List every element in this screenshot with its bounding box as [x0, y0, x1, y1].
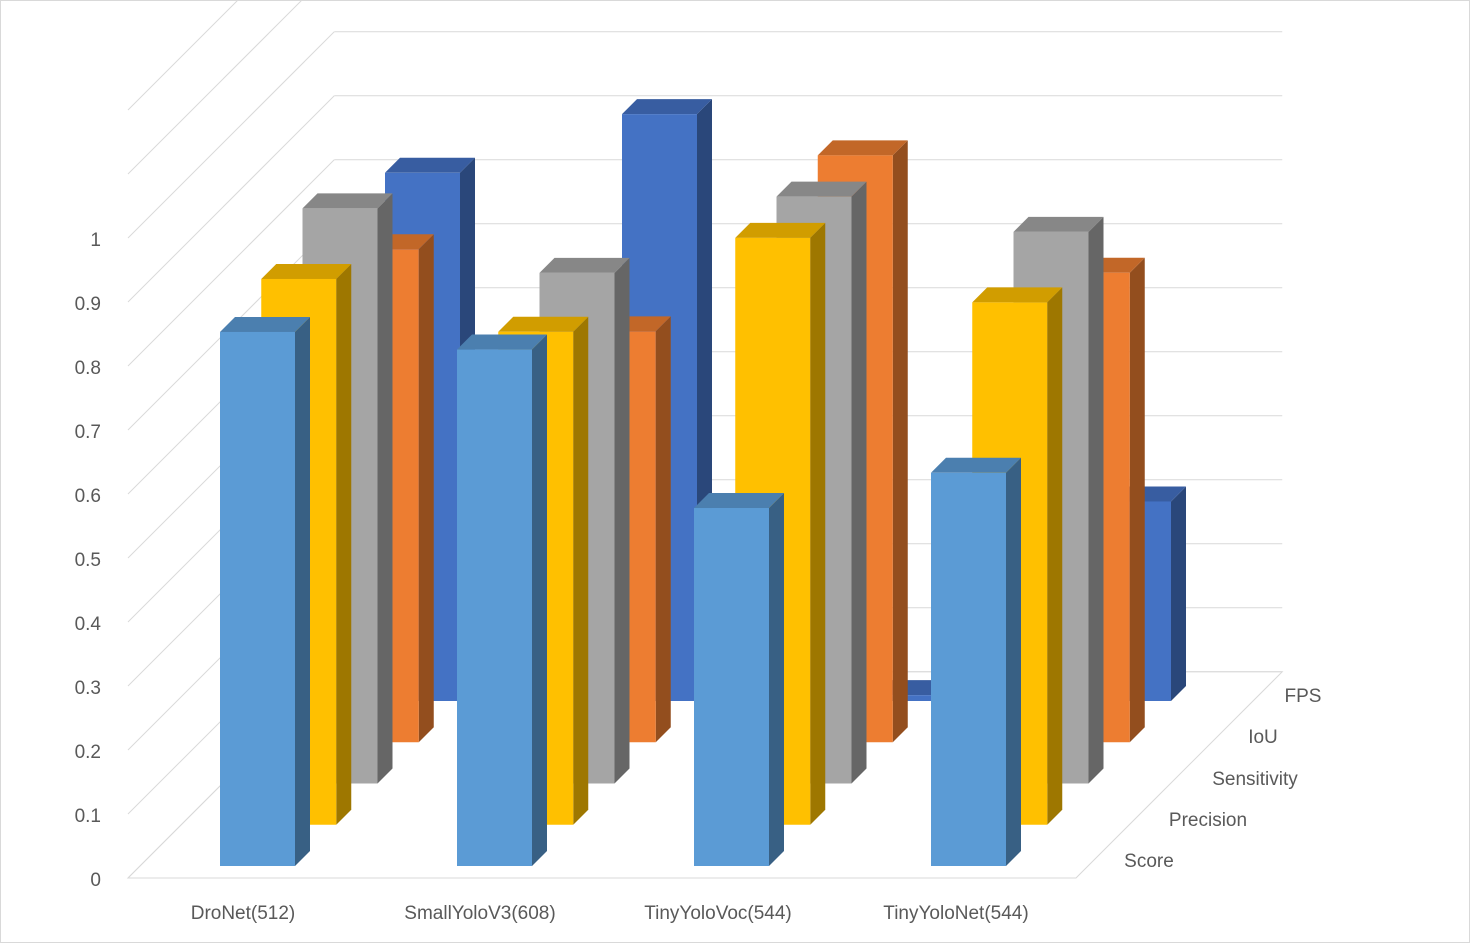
bar-side: [810, 222, 826, 825]
side-gridline: [127, 159, 335, 367]
y-tick-label: 0.4: [75, 614, 102, 635]
bar-score-tinyyolovoc-544: [694, 493, 784, 866]
bar-top: [735, 222, 826, 238]
bar-top: [931, 457, 1021, 473]
x-tick-label: TinyYoloVoc(544): [644, 903, 792, 924]
bar-side: [336, 263, 352, 825]
bar-top: [1013, 216, 1104, 232]
bar-side: [614, 257, 630, 784]
y-tick-label: 0.9: [75, 294, 101, 315]
bar-side: [532, 334, 547, 866]
x-tick-label: TinyYoloNet(544): [883, 903, 1028, 924]
bar-top: [539, 257, 630, 273]
bar-score-tinyyolonet-544: [931, 457, 1021, 866]
bar-top: [457, 334, 547, 350]
bar-front: [694, 508, 769, 866]
series-label-precision: Precision: [1169, 810, 1247, 831]
bar-side: [655, 316, 671, 743]
bar-top: [694, 493, 784, 509]
bar-top: [261, 263, 352, 279]
y-tick-label: 0.8: [75, 358, 101, 379]
series-label-iou: IoU: [1248, 727, 1278, 748]
bar-side: [1006, 457, 1021, 866]
bar-top: [622, 99, 712, 115]
bar-top: [972, 287, 1063, 303]
bar-side: [418, 234, 434, 743]
bar-top: [220, 316, 310, 332]
bar-score-smallyolov3-608: [457, 334, 547, 866]
side-gridline: [127, 31, 335, 239]
x-axis: DroNet(512) SmallYoloV3(608) TinyYoloVoc(5…: [191, 903, 1029, 924]
bar-side: [295, 316, 310, 866]
side-gridline: [127, 1, 238, 111]
bar-side: [377, 193, 393, 784]
y-tick-label: 0.6: [75, 486, 101, 507]
bar-side: [1129, 257, 1145, 743]
bars: [220, 99, 1186, 866]
bar-top: [498, 316, 589, 332]
series-label-fps: FPS: [1285, 686, 1322, 707]
side-gridline: [127, 95, 335, 303]
bar-front: [220, 331, 295, 866]
y-tick-label: 0.3: [75, 678, 101, 699]
bar-front: [931, 472, 1006, 866]
bar-side: [1171, 486, 1186, 701]
y-axis: 0 0.1 0.2 0.3 0.4 0.5 0.6 0.7 0.8 0.9 1: [75, 230, 102, 891]
series-label-sensitivity: Sensitivity: [1212, 769, 1298, 790]
bar-top: [776, 181, 867, 197]
y-tick-label: 0: [90, 870, 101, 891]
bar-front: [457, 349, 532, 866]
bar-side: [851, 181, 867, 784]
bar-score-dronet-512: [220, 316, 310, 866]
side-gridline: [127, 1, 302, 175]
series-depth-axis: Score Precision Sensitivity IoU FPS: [1124, 686, 1321, 872]
x-tick-label: DroNet(512): [191, 903, 296, 924]
x-tick-label: SmallYoloV3(608): [404, 903, 555, 924]
bar-top: [302, 193, 393, 209]
bar-side: [573, 316, 589, 825]
bar-side: [1088, 216, 1104, 784]
bar-side: [1047, 287, 1063, 825]
bar-top: [385, 157, 475, 173]
y-tick-label: 0.1: [75, 806, 101, 827]
bar-top: [817, 140, 908, 156]
y-tick-label: 0.5: [75, 550, 101, 571]
bar-side: [892, 140, 908, 743]
y-tick-label: 0.7: [75, 422, 101, 443]
y-tick-label: 0.2: [75, 742, 101, 763]
bar-side: [769, 493, 784, 866]
series-label-score: Score: [1124, 851, 1174, 872]
y-tick-label: 1: [90, 230, 101, 251]
